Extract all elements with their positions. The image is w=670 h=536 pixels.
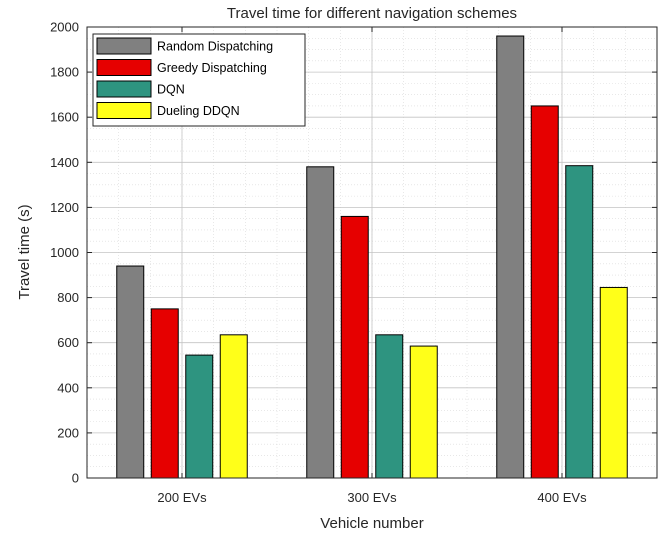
bar: [375, 334, 404, 479]
x-axis-label: Vehicle number: [320, 515, 423, 532]
y-tick-labels: 0 200 400 600 800 1000 1200 1400 1600 1800 2000: [50, 20, 79, 486]
y-axis-label: Travel time (s): [16, 204, 33, 299]
bar: [185, 354, 214, 479]
bar: [530, 105, 559, 479]
y-tick-label: 800: [57, 290, 79, 305]
legend-swatch: [96, 102, 152, 119]
y-tick-label: 1000: [50, 245, 79, 260]
axis-ticks: [87, 26, 657, 479]
bar-series-group: [116, 35, 628, 479]
bar: [219, 334, 248, 479]
x-tick-label: 200 EVs: [157, 490, 207, 505]
bar: [340, 215, 369, 479]
y-tick-label: 600: [57, 335, 79, 350]
legend-label: Dueling DDQN: [157, 104, 240, 118]
bar: [599, 286, 628, 479]
legend: Random Dispatching Greedy Dispatching DQN D…: [92, 33, 306, 127]
y-tick-label: 2000: [50, 20, 79, 35]
legend-label: Random Dispatching: [157, 40, 273, 54]
legend-swatch: [96, 59, 152, 76]
bar: [409, 345, 438, 479]
y-tick-label: 200: [57, 425, 79, 440]
y-tick-label: 400: [57, 380, 79, 395]
y-tick-label: 1400: [50, 155, 79, 170]
legend-swatch: [96, 37, 152, 55]
legend-label: DQN: [157, 83, 185, 97]
x-tick-labels: 200 EVs 300 EVs 400 EVs: [157, 490, 587, 505]
y-tick-label: 0: [72, 471, 79, 486]
bar: [306, 166, 335, 479]
x-tick-label: 300 EVs: [347, 490, 397, 505]
bar: [150, 308, 179, 479]
bar: [565, 165, 594, 479]
x-tick-label: 400 EVs: [537, 490, 587, 505]
y-tick-label: 1200: [50, 200, 79, 215]
y-tick-label: 1800: [50, 65, 79, 80]
bar: [496, 35, 525, 479]
bar: [116, 265, 145, 479]
y-tick-label: 1600: [50, 110, 79, 125]
legend-swatch: [96, 80, 152, 98]
chart-title: Travel time for different navigation sch…: [227, 5, 517, 22]
legend-label: Greedy Dispatching: [157, 61, 267, 75]
